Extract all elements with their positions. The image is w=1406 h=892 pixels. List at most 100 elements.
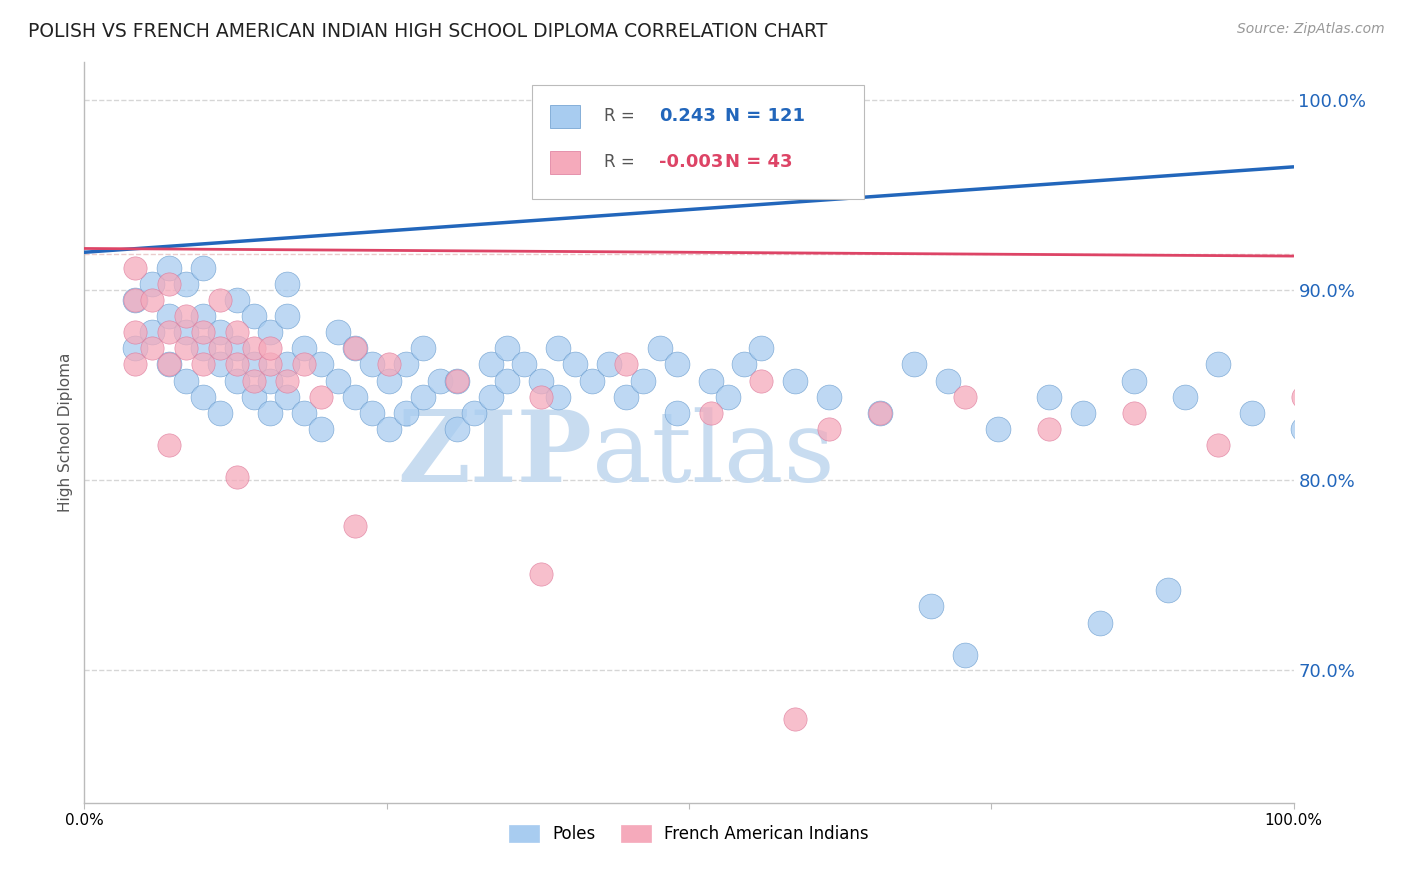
Point xyxy=(207,321,229,335)
Point xyxy=(170,302,193,317)
Point xyxy=(267,340,290,354)
Point xyxy=(278,321,301,335)
Point xyxy=(1282,169,1305,184)
Point xyxy=(267,283,290,297)
Point xyxy=(1077,302,1099,317)
Point xyxy=(1282,150,1305,164)
Point xyxy=(328,321,350,335)
Point xyxy=(157,264,180,278)
Point xyxy=(121,227,143,241)
Point xyxy=(472,321,495,335)
Point xyxy=(134,227,156,241)
Point xyxy=(181,283,204,297)
Point xyxy=(520,264,543,278)
Point xyxy=(110,264,132,278)
Point xyxy=(1282,131,1305,145)
Text: N = 121: N = 121 xyxy=(725,108,806,126)
Point xyxy=(388,302,411,317)
Point xyxy=(1017,321,1039,335)
Point xyxy=(194,207,217,221)
Point xyxy=(315,283,337,297)
Point xyxy=(134,302,156,317)
Text: POLISH VS FRENCH AMERICAN INDIAN HIGH SCHOOL DIPLOMA CORRELATION CHART: POLISH VS FRENCH AMERICAN INDIAN HIGH SC… xyxy=(28,22,828,41)
Point xyxy=(157,188,180,202)
Point xyxy=(121,169,143,184)
Point xyxy=(617,321,640,335)
Point xyxy=(835,302,858,317)
Point xyxy=(339,302,361,317)
Point xyxy=(194,302,217,317)
Y-axis label: High School Diploma: High School Diploma xyxy=(58,353,73,512)
Point xyxy=(1282,207,1305,221)
Point xyxy=(920,340,942,354)
Point xyxy=(1282,207,1305,221)
Point xyxy=(181,227,204,241)
Point xyxy=(1282,169,1305,184)
Point xyxy=(1282,150,1305,164)
Point xyxy=(375,511,398,525)
Point xyxy=(157,245,180,260)
Point xyxy=(775,568,797,582)
Point xyxy=(423,264,446,278)
Point xyxy=(97,188,120,202)
Point xyxy=(231,227,253,241)
Point xyxy=(157,397,180,411)
Point xyxy=(170,245,193,260)
Text: N = 43: N = 43 xyxy=(725,153,793,171)
Text: -0.003: -0.003 xyxy=(659,153,723,171)
Point xyxy=(980,321,1002,335)
Point xyxy=(291,245,314,260)
Point xyxy=(86,227,108,241)
Point xyxy=(1040,359,1063,374)
Point xyxy=(146,321,169,335)
Point xyxy=(254,264,277,278)
Point xyxy=(1161,302,1184,317)
Point xyxy=(1282,188,1305,202)
Point xyxy=(436,302,458,317)
Point xyxy=(121,283,143,297)
Point xyxy=(702,340,724,354)
Point xyxy=(146,188,169,202)
Point xyxy=(1282,150,1305,164)
Point xyxy=(1282,227,1305,241)
Point xyxy=(1101,359,1123,374)
Point xyxy=(134,264,156,278)
Point xyxy=(1101,321,1123,335)
Point xyxy=(1282,169,1305,184)
Point xyxy=(823,530,845,544)
Text: 0.243: 0.243 xyxy=(659,108,716,126)
Text: R =: R = xyxy=(605,153,640,171)
Point xyxy=(1282,131,1305,145)
Point xyxy=(1282,150,1305,164)
Point xyxy=(799,283,821,297)
Point xyxy=(86,188,108,202)
Point xyxy=(920,302,942,317)
Point xyxy=(97,227,120,241)
Point xyxy=(242,454,264,468)
Point xyxy=(194,169,217,184)
Point xyxy=(170,207,193,221)
Point xyxy=(110,264,132,278)
Point xyxy=(799,321,821,335)
Point xyxy=(291,302,314,317)
Point xyxy=(1282,188,1305,202)
Point xyxy=(557,681,579,696)
Point xyxy=(1282,227,1305,241)
Point xyxy=(231,283,253,297)
Point xyxy=(557,283,579,297)
Point xyxy=(134,245,156,260)
Point xyxy=(110,227,132,241)
Point xyxy=(738,340,761,354)
Point xyxy=(352,245,374,260)
Point xyxy=(509,302,531,317)
Point xyxy=(110,359,132,374)
Point xyxy=(1282,169,1305,184)
Point xyxy=(1222,340,1244,354)
Point xyxy=(472,264,495,278)
Point xyxy=(242,245,264,260)
Point xyxy=(1282,150,1305,164)
Point xyxy=(134,207,156,221)
Point xyxy=(339,264,361,278)
Point xyxy=(1282,169,1305,184)
Point xyxy=(496,283,519,297)
